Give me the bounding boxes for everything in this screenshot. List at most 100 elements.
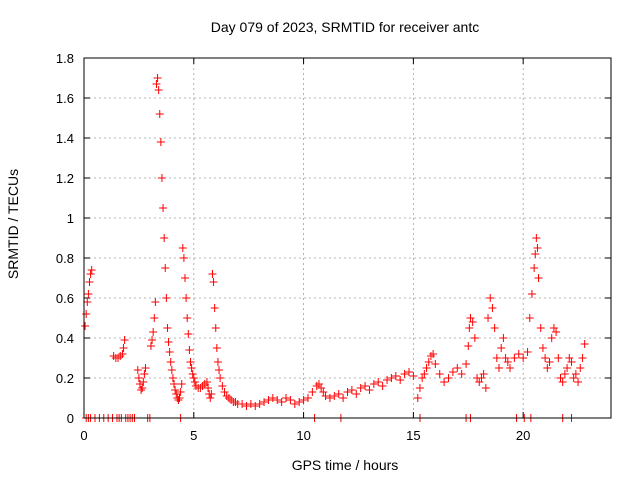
data-point (404, 368, 413, 376)
data-point (161, 264, 170, 272)
data-point (182, 294, 191, 302)
data-point (567, 358, 576, 366)
data-point (490, 324, 499, 332)
data-point (139, 378, 148, 386)
y-axis-label: SRMTID / TECUs (5, 169, 21, 279)
data-point (578, 354, 587, 362)
data-point (208, 270, 217, 278)
data-point (179, 254, 188, 262)
data-point (222, 392, 231, 400)
data-point (440, 378, 449, 386)
data-point (163, 324, 172, 332)
data-point (538, 344, 547, 352)
data-point (175, 394, 184, 402)
data-point (576, 364, 585, 372)
data-point (268, 394, 277, 402)
data-point (488, 304, 497, 312)
data-point (574, 378, 583, 386)
data-point (251, 402, 260, 410)
data-point (484, 314, 493, 322)
data-point (495, 364, 504, 372)
data-point (435, 370, 444, 378)
data-point (569, 374, 578, 382)
data-point (503, 358, 512, 366)
data-point (444, 374, 453, 382)
data-point (160, 234, 169, 242)
data-point (170, 380, 179, 388)
data-point (387, 374, 396, 382)
data-point (227, 396, 236, 404)
y-tick-label: 1.8 (56, 51, 74, 66)
data-point (177, 380, 186, 388)
data-point (137, 386, 146, 394)
data-point (530, 264, 539, 272)
data-point (325, 394, 334, 402)
data-point (85, 278, 94, 286)
data-point (186, 358, 195, 366)
data-point (133, 366, 142, 374)
data-point (475, 378, 484, 386)
data-point (464, 342, 473, 350)
data-point (541, 354, 550, 362)
data-point (159, 204, 168, 212)
data-point (189, 374, 198, 382)
data-point (352, 390, 361, 398)
data-point (295, 398, 304, 406)
data-point (330, 392, 339, 400)
data-point (119, 344, 128, 352)
data-point (543, 364, 552, 372)
y-tick-label: 1.2 (56, 171, 74, 186)
data-point (308, 388, 317, 396)
data-point (409, 372, 418, 380)
data-point (212, 344, 221, 352)
data-point (413, 394, 422, 402)
data-point (165, 348, 174, 356)
data-point (231, 398, 240, 406)
data-point (168, 374, 177, 382)
data-point (558, 378, 567, 386)
data-point (479, 370, 488, 378)
x-tick-label: 10 (296, 428, 310, 443)
data-point (155, 110, 164, 118)
data-point (141, 364, 150, 372)
data-point (242, 402, 251, 410)
data-point (510, 354, 519, 362)
data-point (140, 370, 149, 378)
data-point (116, 352, 125, 360)
data-point (171, 386, 180, 394)
data-point (343, 388, 352, 396)
data-point (378, 382, 387, 390)
data-point (260, 398, 269, 406)
data-point (580, 340, 589, 348)
y-tick-label: 1 (67, 211, 74, 226)
chart-title: Day 079 of 2023, SRMTID for receiver ant… (211, 19, 479, 35)
data-point (339, 394, 348, 402)
data-point (162, 294, 171, 302)
data-point (174, 396, 183, 404)
data-point (210, 304, 219, 312)
data-point (216, 374, 225, 382)
data-point (477, 374, 486, 382)
data-point (120, 336, 129, 344)
y-tick-label: 0.8 (56, 251, 74, 266)
data-point (549, 324, 558, 332)
data-point (453, 364, 462, 372)
data-point (156, 138, 165, 146)
data-point (134, 374, 143, 382)
data-point (183, 314, 192, 322)
data-point (422, 364, 431, 372)
data-point (505, 364, 514, 372)
data-point (514, 350, 523, 358)
data-point (87, 266, 96, 274)
data-point (531, 250, 540, 258)
data-point (184, 330, 193, 338)
data-point (481, 384, 490, 392)
data-point (282, 394, 291, 402)
y-tick-label: 1.4 (56, 131, 74, 146)
data-point (286, 396, 295, 404)
data-point (525, 314, 534, 322)
data-point (334, 390, 343, 398)
data-point (347, 386, 356, 394)
data-point (299, 396, 308, 404)
x-tick-label: 0 (80, 428, 87, 443)
